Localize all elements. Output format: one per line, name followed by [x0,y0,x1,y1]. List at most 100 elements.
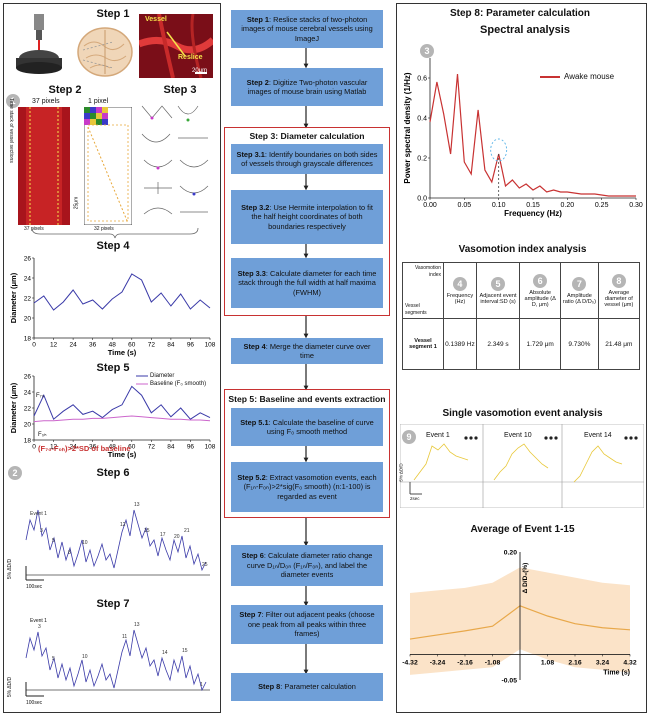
single-event-title: Single vasomotion event analysis [442,408,603,419]
svg-text:10: 10 [82,654,88,660]
step3-boundary-plots [141,105,209,215]
x-tick-label: 60 [128,444,136,451]
y-tick-label: 24 [24,276,32,283]
svg-text:12: 12 [120,522,126,528]
spectral-legend: Awake mouse [540,72,614,81]
event-14-title: Event 14 [584,432,612,439]
y-tick-label: 0.6 [417,76,427,83]
badge-1: 1 [6,94,20,108]
svg-text:15: 15 [182,648,188,654]
step6-label: Step 6 [96,467,130,479]
flow-step31: Step 3.1: Identify boundaries on both si… [231,144,383,174]
spectral-chart: 0.0 0.2 0.4 0.6 0.00 0.05 0.10 0.15 0.20 0.25 0.30… [403,58,643,218]
svg-text:14: 14 [162,650,168,656]
f-base-label: F₀ₕ [38,432,47,438]
header-interval: 5 Adjacent event interval:SD (s) [475,262,521,319]
flow-arrows [303,48,309,675]
zoom-lines [82,41,114,69]
reslice-text: Reslice [178,54,203,61]
x-tick-label: 0.30 [629,202,643,209]
flow-step33: Step 3.3: Calculate diameter for each ti… [231,258,383,308]
flow-step32: Step 3.2: Use Hermite interpolation to f… [231,190,383,244]
x-tick-label: 0.05 [458,202,472,209]
cell-frequency: 0.1389 Hz [443,318,477,370]
header-ratio: 7 Amplitude ratio (Δ D/D₀) [560,262,599,319]
ratio-axis-7: 5% ΔD/D [7,676,14,698]
flow-step1: Step 1: Reslice stacks of two-photon ima… [231,10,383,48]
x-tick-label: -4.32 [402,659,418,666]
event-1-label-7: Event 1 [30,618,47,624]
svg-text:15: 15 [144,528,150,534]
flow-step7: Step 7: Filter out adjacent peaks (choos… [231,605,383,644]
x-tick-label: -3.24 [430,659,446,666]
x-axis-label: Time (s) [603,669,630,676]
scale-25um: 25μm [73,196,80,210]
pixel-grid [84,107,132,225]
cell-interval: 2.349 s [475,318,521,370]
event-formula: (F₇₀-F₀ₕ)>2*SD of baseline [38,444,131,453]
y-tick-label: 0.2 [417,156,427,163]
cell-absolute: 1.729 μm [519,318,562,370]
flow-step8: Step 8: Parameter calculation [231,673,383,701]
step1-label: Step 1 [96,8,130,20]
svg-text:Event 1: Event 1 [30,511,47,517]
svg-text:25: 25 [202,562,208,568]
x-tick-label: 0.15 [526,202,540,209]
event-sec-label: 2sec [410,496,420,501]
svg-text:21: 21 [184,528,190,534]
cell-ratio: 9.730% [560,318,599,370]
flow-step2: Step 2: Digitize Two-photon vascular ima… [231,68,383,106]
pixels-37-bottom: 37 pixels [24,226,44,232]
x-axis-label: Time (s) [108,348,137,357]
y-axis-label: Diameter (μm) [9,272,18,323]
header-frequency: 4 Frequency (Hz) [443,262,477,319]
peak-highlight [490,138,508,162]
y-tick-label: 20 [24,316,32,323]
row-label: Vessel segment 1 [402,318,444,370]
badge-3: 3 [420,44,434,58]
step2-label: Step 2 [48,84,82,96]
header-average: 8 Average diameter of vessel (μm) [597,262,641,319]
y-tick-label: 24 [24,390,32,397]
x-tick-label: 0.10 [492,202,506,209]
x-tick-label: 0 [32,342,36,349]
badge-2: 2 [8,466,22,480]
svg-text:1: 1 [200,682,203,688]
x-axis-label: Time (s) [108,450,137,459]
legend-line-icon [540,75,560,78]
x-tick-label: 96 [187,342,195,349]
y-tick-label: 22 [24,296,32,303]
step7-label: Step 7 [96,598,130,610]
scale-20um: 20μm [192,68,208,74]
svg-text:11: 11 [122,634,127,640]
x-tick-label: 0.25 [595,202,609,209]
series-line-0 [429,73,636,197]
legend-awake-mouse: Awake mouse [564,72,615,81]
scale-100sec-7: 100sec [26,700,43,706]
scale-100sec-6: 100sec [26,584,43,590]
time-stack-label: Time stack of vessel sections [8,98,14,163]
flow-step51: Step 5.1: Calculate the baseline of curv… [231,408,383,446]
svg-text:5: 5 [52,656,55,662]
event-1-title: Event 1 [426,432,450,439]
x-tick-label: 0 [32,444,36,451]
table-corner: Vasomotion index Vessel segments [402,262,444,319]
cell-average: 21.48 μm [597,318,641,370]
x-tick-label: 84 [167,342,175,349]
step3-label: Step 3 [163,84,197,96]
average-title: Average of Event 1-15 [470,524,575,535]
step4-diameter-chart: 18 20 22 24 26 0 12 24 36 48 60 72 84 96 108 Time (s) Di… [9,256,216,358]
x-tick-label: 36 [89,444,97,451]
x-tick-label: -1.08 [485,659,501,666]
step6-event-chart: Event 1 3 5 8 10 12 13 15 17 20 21 25 [25,502,210,581]
y-axis-label: Diameter (μm) [9,382,18,433]
y-tick-label: -0.05 [502,678,518,685]
x-tick-label: 36 [89,342,97,349]
svg-text:20: 20 [174,534,180,540]
y-axis-label: Δ D/D₀(%) [522,563,529,594]
svg-text:10: 10 [82,540,88,546]
series-line-0 [33,385,211,421]
step4-label: Step 4 [96,240,130,252]
legend-diameter: Diameter [150,373,175,379]
x-tick-label: 4.32 [623,659,636,666]
